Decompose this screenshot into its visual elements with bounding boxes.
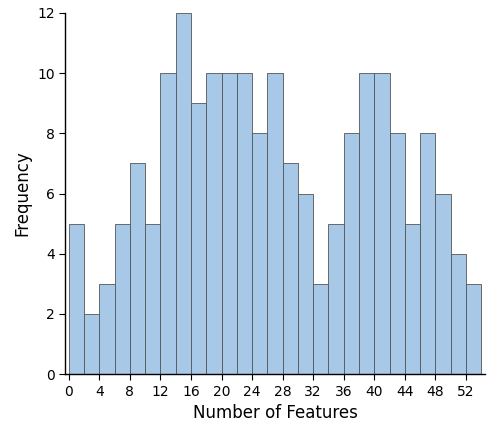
Bar [237,73,252,374]
Bar [282,163,298,374]
Bar [222,73,237,374]
Bar [390,133,405,374]
Bar [405,224,420,374]
Bar [344,133,359,374]
X-axis label: Number of Features: Number of Features [192,404,358,422]
Bar [268,73,282,374]
Bar [374,73,390,374]
Bar [191,103,206,374]
Bar [114,224,130,374]
Bar [130,163,145,374]
Bar [69,224,84,374]
Bar [100,284,114,374]
Bar [84,314,100,374]
Bar [298,194,313,374]
Bar [176,13,191,374]
Bar [436,194,450,374]
Y-axis label: Frequency: Frequency [14,150,32,237]
Bar [160,73,176,374]
Bar [313,284,328,374]
Bar [252,133,268,374]
Bar [328,224,344,374]
Bar [145,224,160,374]
Bar [359,73,374,374]
Bar [450,254,466,374]
Bar [206,73,222,374]
Bar [466,284,481,374]
Bar [420,133,436,374]
